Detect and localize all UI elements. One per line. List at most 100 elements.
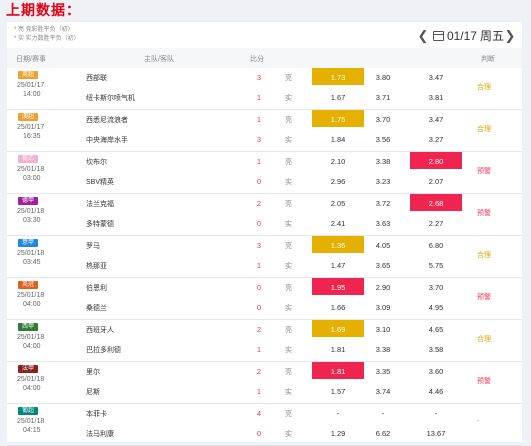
- odds-value: 3.58: [428, 345, 444, 354]
- away-team[interactable]: 法马利康: [86, 431, 114, 438]
- chevron-left-icon[interactable]: ❮: [417, 27, 429, 43]
- odds-value: 1.69: [330, 325, 346, 334]
- home-team[interactable]: 本菲卡: [86, 411, 107, 418]
- highlight-cell: [312, 110, 364, 127]
- league-badge[interactable]: 法甲: [18, 365, 38, 373]
- table-row[interactable]: 意甲 25/01/18 03:45 罗马 热那亚 3 1 亮实 1.36 1.47 4.05 3.65…: [7, 236, 522, 278]
- league-badge[interactable]: 荷乙: [18, 155, 38, 163]
- odds-value: 2.68: [428, 199, 444, 208]
- odds-value: 1.66: [330, 303, 346, 312]
- verdict-label: 预警: [477, 210, 491, 217]
- calendar-icon[interactable]: [432, 30, 444, 41]
- away-team[interactable]: 热那亚: [86, 263, 107, 270]
- verdict-label: 合理: [477, 252, 491, 259]
- table-row[interactable]: 葡超 25/01/18 04:15 本菲卡 法马利康 4 0 亮实 - 1.29 - 6.62 - 13.…: [7, 404, 522, 446]
- verdict-label: 预警: [477, 378, 491, 385]
- type-label-liang: 亮: [285, 411, 292, 418]
- home-score: 1: [256, 157, 262, 166]
- odds-value: 3.60: [428, 367, 444, 376]
- away-team[interactable]: 尼斯: [86, 389, 100, 396]
- odds-value: 2.07: [428, 177, 444, 186]
- header-teams: 主队/客队: [144, 56, 174, 63]
- match-datetime: 25/01/18 04:00: [17, 375, 44, 393]
- highlight-cell: [312, 320, 364, 337]
- home-team[interactable]: 伯恩利: [86, 285, 107, 292]
- odds-value: 2.96: [330, 177, 346, 186]
- table-row[interactable]: 英冠 25/01/18 04:00 伯恩利 桑德兰 0 0 亮实 1.95 1.66 2.90 3.0…: [7, 278, 522, 320]
- type-label-liang: 亮: [285, 75, 292, 82]
- away-team[interactable]: SBV精英: [86, 179, 115, 186]
- odds-value: -: [434, 409, 438, 418]
- match-date: 25/01/17: [17, 82, 45, 89]
- type-label-shi: 实: [285, 431, 292, 438]
- match-list: 英超 25/01/17 14:00 西部联 纽卡斯尔喷气机 3 1 亮实 1.73 1.67 3.8…: [7, 68, 522, 446]
- type-label-shi: 实: [285, 95, 292, 102]
- match-datetime: 25/01/18 04:00: [17, 291, 44, 309]
- away-team[interactable]: 多特蒙德: [86, 221, 114, 228]
- away-score: 1: [256, 93, 262, 102]
- home-team[interactable]: 西班牙人: [86, 327, 114, 334]
- home-score: 4: [256, 409, 262, 418]
- odds-value: 1.84: [330, 135, 346, 144]
- home-team[interactable]: 法兰克福: [86, 201, 114, 208]
- header-score: 比分: [250, 56, 264, 63]
- table-row[interactable]: 英超 25/01/17 14:00 西部联 纽卡斯尔喷气机 3 1 亮实 1.73 1.67 3.8…: [7, 68, 522, 110]
- odds-value: 3.27: [428, 135, 444, 144]
- match-time: 04:00: [23, 385, 41, 392]
- type-label-liang: 亮: [285, 369, 292, 376]
- away-team[interactable]: 桑德兰: [86, 305, 107, 312]
- type-label-shi: 实: [285, 305, 292, 312]
- home-team[interactable]: 里尔: [86, 369, 100, 376]
- match-datetime: 25/01/18 04:15: [17, 417, 44, 435]
- home-score: 2: [256, 367, 262, 376]
- home-score: 0: [256, 283, 262, 292]
- odds-value: 3.65: [375, 261, 391, 270]
- away-team[interactable]: 巴拉多利德: [86, 347, 121, 354]
- league-badge[interactable]: 英超: [18, 71, 38, 79]
- league-badge[interactable]: 意甲: [18, 239, 38, 247]
- table-row[interactable]: 西甲 25/01/18 04:00 西班牙人 巴拉多利德 2 1 亮实 1.69 1.81 3.10…: [7, 320, 522, 362]
- odds-value: 1.73: [330, 73, 346, 82]
- highlight-cell: [312, 362, 364, 379]
- league-badge[interactable]: 英冠: [18, 281, 38, 289]
- odds-value: 3.47: [428, 115, 444, 124]
- odds-value: 3.72: [375, 199, 391, 208]
- match-date: 25/01/18: [17, 166, 45, 173]
- away-team[interactable]: 纽卡斯尔喷气机: [86, 95, 135, 102]
- away-score: 0: [256, 177, 262, 186]
- home-team[interactable]: 西悉尼流浪者: [86, 117, 128, 124]
- match-date: 25/01/17: [17, 124, 45, 131]
- league-badge[interactable]: 德甲: [18, 197, 38, 205]
- highlight-cell: [312, 236, 364, 253]
- match-datetime: 25/01/17 16:35: [17, 123, 44, 141]
- home-team[interactable]: 西部联: [86, 75, 107, 82]
- odds-value: 4.95: [428, 303, 444, 312]
- away-score: 3: [256, 135, 262, 144]
- league-badge[interactable]: 澳超: [18, 113, 38, 121]
- date-value[interactable]: 01/17: [446, 28, 477, 43]
- header-date: 日期/赛事: [16, 56, 46, 63]
- odds-value: 2.80: [428, 157, 444, 166]
- league-badge[interactable]: 葡超: [18, 407, 38, 415]
- chevron-right-icon[interactable]: ❯: [504, 27, 516, 43]
- match-datetime: 25/01/17 14:00: [17, 81, 44, 99]
- type-label-liang: 亮: [285, 159, 292, 166]
- weekday-value: 周五: [479, 29, 504, 43]
- type-label-shi: 实: [285, 179, 292, 186]
- away-team[interactable]: 中央海岸水手: [86, 137, 128, 144]
- league-badge[interactable]: 西甲: [18, 323, 38, 331]
- home-team[interactable]: 罗马: [86, 243, 100, 250]
- odds-value: 1.81: [330, 345, 346, 354]
- table-row[interactable]: 澳超 25/01/17 16:35 西悉尼流浪者 中央海岸水手 1 3 亮实 1.75 1.84 3…: [7, 110, 522, 152]
- odds-value: 2.10: [330, 157, 346, 166]
- table-row[interactable]: 德甲 25/01/18 03:30 法兰克福 多特蒙德 2 0 亮实 2.05 2.41 3.72 3…: [7, 194, 522, 236]
- match-datetime: 25/01/18 04:00: [17, 333, 44, 351]
- highlight-cell: [312, 68, 364, 85]
- home-team[interactable]: 坎布尔: [86, 159, 107, 166]
- odds-value: 3.74: [375, 387, 391, 396]
- verdict-label: 合理: [477, 336, 491, 343]
- highlight-cell: [410, 194, 462, 211]
- verdict-label: -: [477, 418, 480, 425]
- table-row[interactable]: 法甲 25/01/18 04:00 里尔 尼斯 2 1 亮实 1.81 1.57 3.35 3.74 3…: [7, 362, 522, 404]
- table-row[interactable]: 荷乙 25/01/18 03:00 坎布尔 SBV精英 1 0 亮实 2.10 2.96 3.38 3…: [7, 152, 522, 194]
